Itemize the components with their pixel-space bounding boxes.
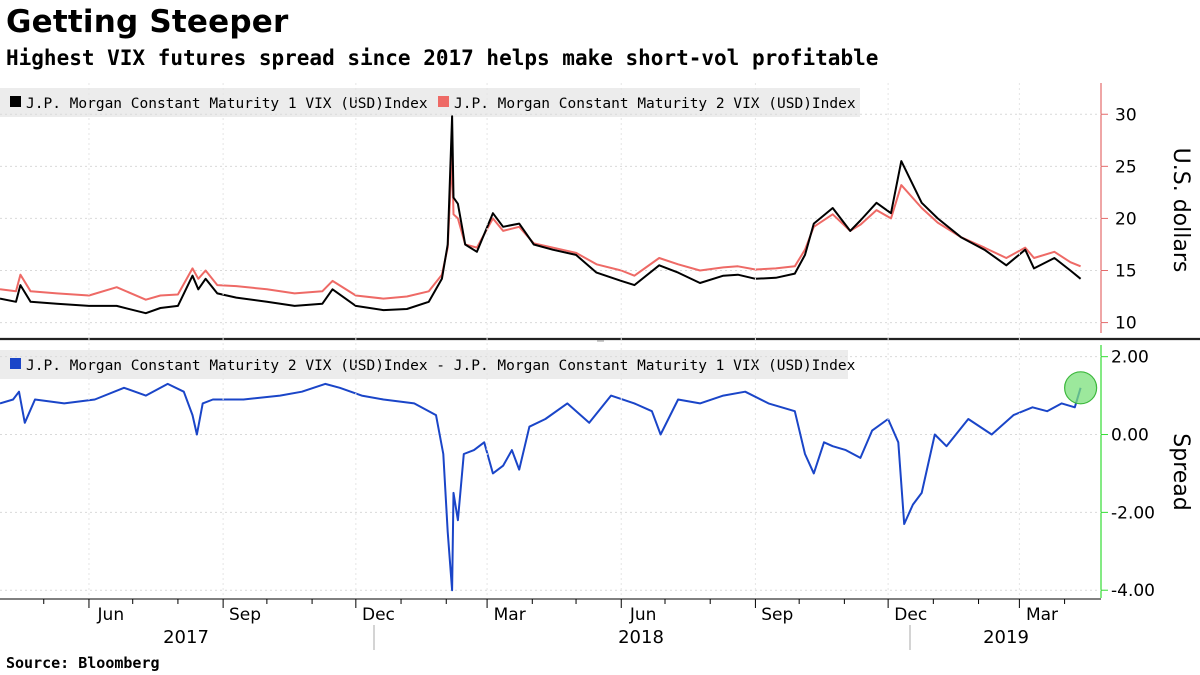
top-y-tick-label: 30 — [1115, 105, 1137, 125]
legend-swatch-spread — [10, 358, 21, 369]
year-label-2018: 2018 — [618, 627, 664, 648]
top-series-group — [0, 115, 1082, 315]
x-month-label: Sep — [229, 605, 261, 625]
series-line-spread — [0, 382, 1082, 592]
x-month-label: Jun — [629, 605, 657, 625]
top-y-tick-label: 15 — [1115, 262, 1137, 282]
x-month-label: Dec — [894, 605, 927, 625]
bottom-series-group — [0, 382, 1082, 592]
year-label-2019: 2019 — [983, 627, 1029, 648]
legend-label-series2: J.P. Morgan Constant Maturity 2 VIX (USD… — [454, 96, 856, 112]
legend-swatch-series2 — [438, 96, 449, 107]
bottom-y-tick-label: 0.00 — [1111, 426, 1149, 446]
x-month-label: Mar — [1026, 605, 1058, 625]
x-axis-month-labels: Jun Sep Dec Mar Jun Sep Dec Mar — [97, 605, 1058, 625]
top-y-tick-label: 10 — [1115, 314, 1137, 334]
bottom-y-axis-label: Spread — [1168, 433, 1193, 510]
x-month-label: Mar — [494, 605, 526, 625]
source-note: Source: Bloomberg — [6, 654, 160, 672]
latest-value-highlight — [1064, 371, 1098, 405]
top-legend-box — [0, 88, 860, 117]
x-month-label: Dec — [362, 605, 395, 625]
x-month-label: Jun — [97, 605, 125, 625]
top-y-axis-label: U.S. dollars — [1168, 148, 1193, 273]
year-label-2017: 2017 — [163, 627, 209, 648]
x-month-label: Sep — [761, 605, 793, 625]
bottom-y-tick-label: -4.00 — [1111, 581, 1155, 601]
chart-title: Getting Steeper — [6, 4, 289, 40]
series-line-cm1 — [0, 115, 1082, 315]
series-line-cm2 — [0, 154, 1081, 301]
x-axis-ticks — [43, 83, 1066, 608]
bottom-y-tick-label: -2.00 — [1111, 503, 1155, 523]
top-y-tick-label: 25 — [1115, 157, 1137, 177]
legend-label-spread: J.P. Morgan Constant Maturity 2 VIX (USD… — [26, 358, 856, 374]
bottom-y-tick-label: 2.00 — [1111, 348, 1149, 368]
bottom-legend-box — [0, 350, 848, 379]
bottom-y-axis-ticks: 2.00 0.00 -2.00 -4.00 — [0, 348, 1155, 601]
top-y-axis-ticks: 10 15 20 25 30 — [0, 105, 1137, 334]
chart-subtitle: Highest VIX futures spread since 2017 he… — [6, 46, 879, 70]
top-y-tick-label: 20 — [1115, 209, 1137, 229]
legend-swatch-series1 — [10, 96, 21, 107]
legend-label-series1: J.P. Morgan Constant Maturity 1 VIX (USD… — [26, 96, 428, 112]
